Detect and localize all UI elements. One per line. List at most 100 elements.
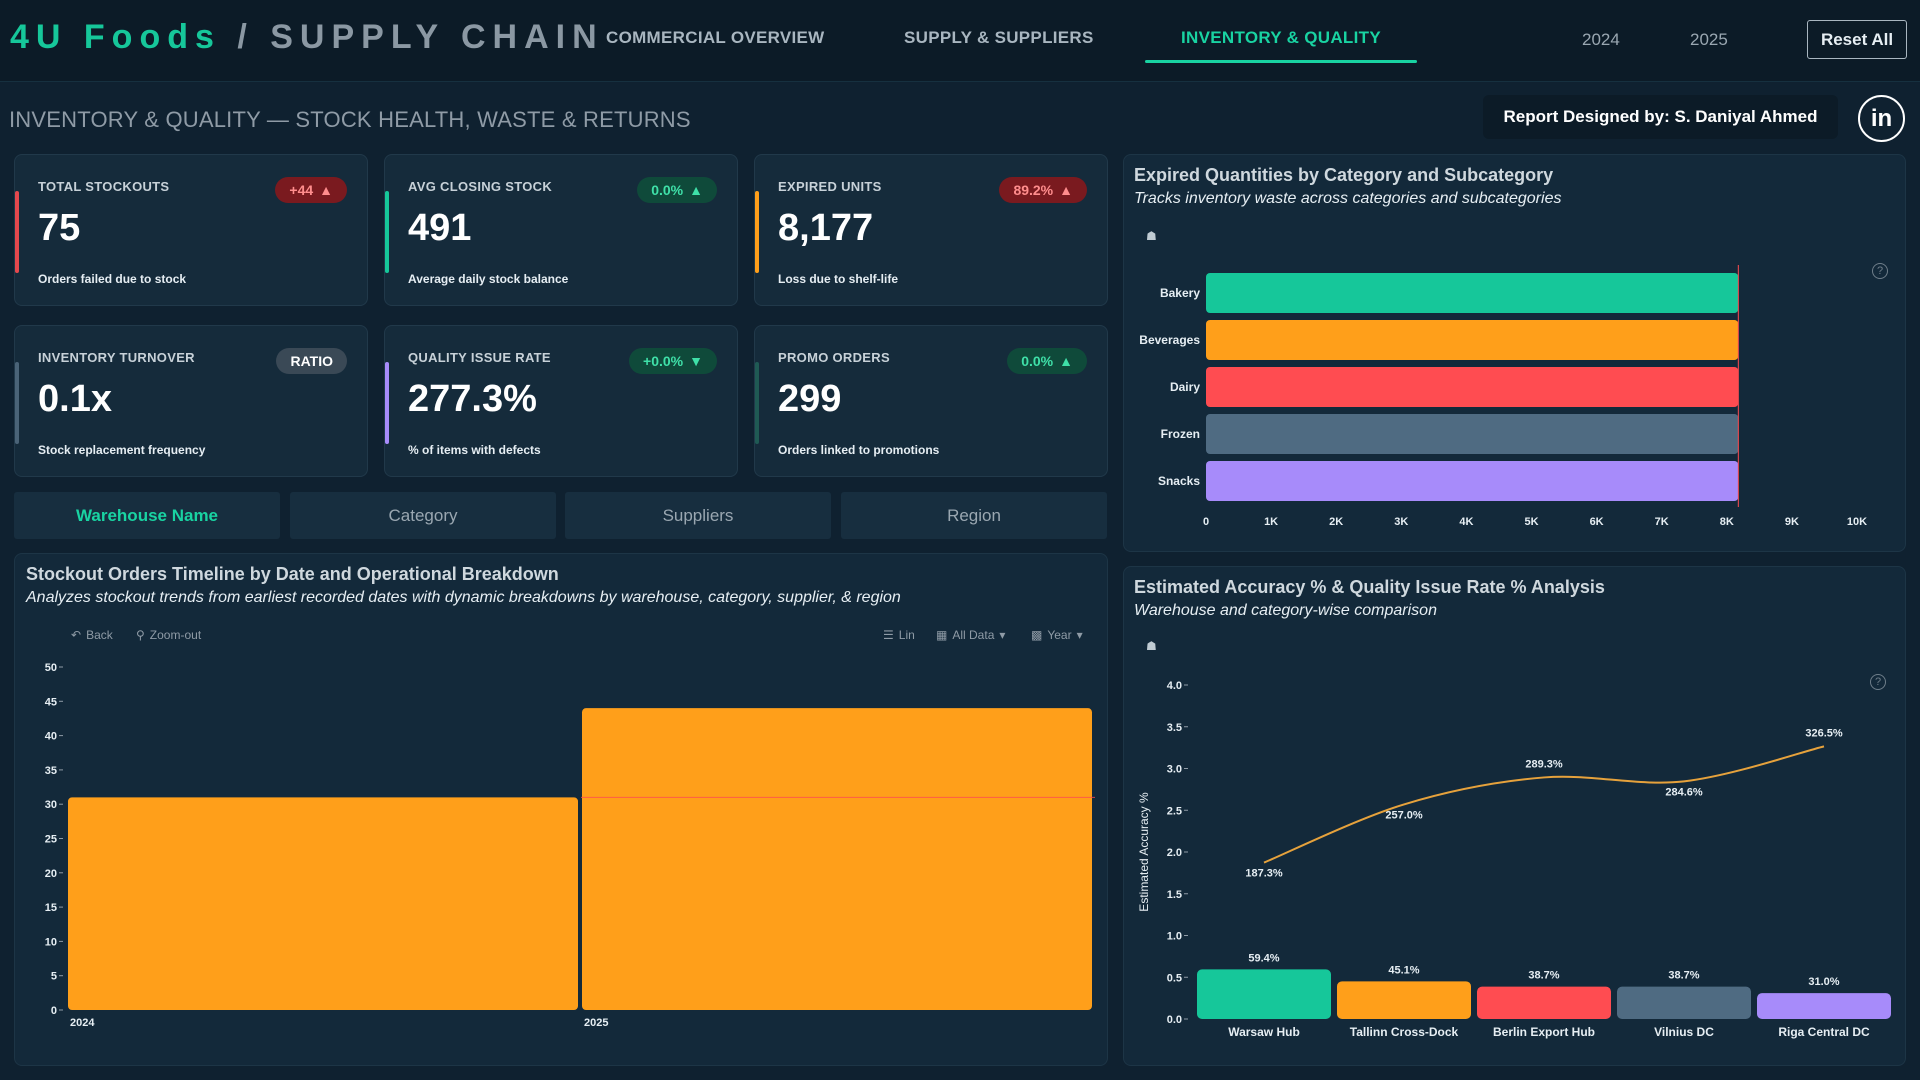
bar-snacks (1206, 461, 1739, 501)
y-tick-label: 50 (45, 662, 57, 674)
accuracy-quality-panel: Estimated Accuracy % & Quality Issue Rat… (1123, 566, 1906, 1066)
tab-commercial-overview[interactable]: COMMERCIAL OVERVIEW (606, 28, 825, 47)
lin-label: Lin (898, 628, 915, 642)
help-icon[interactable]: ? (1870, 674, 1886, 690)
badge-value: 0.0% (651, 182, 684, 198)
year-label: Year (1047, 628, 1072, 642)
zoom-out-button[interactable]: ⚲ Zoom-out (136, 628, 201, 642)
bar-data-label: 38.7% (1668, 970, 1699, 982)
active-tab-indicator (1145, 60, 1417, 63)
tab-supply-suppliers[interactable]: SUPPLY & SUPPLIERS (904, 28, 1094, 47)
bar-dairy (1206, 367, 1739, 407)
y-tick-label: 1.5 (1167, 889, 1182, 901)
filter-category[interactable]: Category (290, 492, 556, 539)
line-data-label: 187.3% (1245, 868, 1283, 880)
brand-separator: / (220, 18, 271, 56)
x-tick-label: 2K (1329, 516, 1343, 528)
kpi-change-badge: +44 ▲ (275, 177, 347, 203)
y-tick-label: 10 (45, 936, 57, 948)
y-tick-label: 0 (51, 1005, 57, 1017)
accuracy-panel-title: Estimated Accuracy % & Quality Issue Rat… (1134, 577, 1605, 597)
x-tick-label: 3K (1394, 516, 1408, 528)
kpi-value: 299 (778, 378, 842, 420)
home-icon[interactable]: ☗ (1146, 639, 1157, 653)
kpi-change-badge: RATIO (276, 348, 347, 374)
linear-scale-button[interactable]: ☰ Lin (883, 628, 915, 642)
kpi-change-badge: 0.0% ▲ (637, 177, 717, 203)
y-tick-label: 0.0 (1167, 1014, 1182, 1026)
help-icon[interactable]: ? (1872, 263, 1888, 279)
top-navigation-bar: 4U Foods / SUPPLY CHAIN COMMERCIAL OVERV… (0, 0, 1920, 82)
year-2025-button[interactable]: 2025 (1690, 30, 1728, 49)
y-tick-label: 15 (45, 902, 57, 914)
y-tick-label: 45 (45, 696, 57, 708)
filter-warehouse-name[interactable]: Warehouse Name (14, 492, 280, 539)
kpi-value: 0.1x (38, 378, 112, 420)
kpi-title: AVG CLOSING STOCK (408, 179, 553, 194)
accuracy-bar (1757, 993, 1891, 1019)
category-label: Beverages (1139, 333, 1200, 347)
y-tick-label: 30 (45, 799, 57, 811)
category-label: Snacks (1158, 474, 1200, 488)
stockout-panel-title: Stockout Orders Timeline by Date and Ope… (26, 564, 559, 584)
badge-value: RATIO (290, 353, 333, 369)
back-arrow-icon: ↶ (71, 628, 82, 642)
zoom-out-label: Zoom-out (149, 628, 202, 642)
reset-all-button[interactable]: Reset All (1807, 20, 1907, 59)
chevron-down-icon: ▾ (1076, 628, 1083, 642)
kpi-card: INVENTORY TURNOVER 0.1x Stock replacement … (14, 325, 368, 477)
accuracy-bar (1197, 969, 1331, 1019)
all-data-dropdown[interactable]: ▦ All Data ▾ (936, 628, 1005, 642)
kpi-value: 277.3% (408, 378, 537, 420)
y-tick-label: 4.0 (1167, 680, 1182, 692)
bar-data-label: 45.1% (1388, 964, 1419, 976)
brand-sub: SUPPLY CHAIN (270, 18, 604, 56)
y-tick-label: 5 (51, 971, 57, 983)
designer-credit: Report Designed by: S. Daniyal Ahmed (1483, 95, 1838, 139)
y-tick-label: 1.0 (1167, 931, 1182, 943)
list-icon: ☰ (883, 628, 894, 642)
bar-2024 (68, 797, 578, 1010)
magnifier-icon: ⚲ (136, 628, 145, 642)
arrow-up-icon: ▲ (1059, 353, 1073, 369)
y-tick-label: 25 (45, 834, 57, 846)
x-tick-label: 7K (1655, 516, 1669, 528)
badge-value: 89.2% (1013, 182, 1054, 198)
back-label: Back (86, 628, 113, 642)
expired-bar-chart: Bakery Beverages Dairy Frozen Snacks 0 1K 2K 3K 4… (1139, 265, 1867, 528)
expired-panel-subtitle: Tracks inventory waste across categories… (1134, 190, 1562, 207)
kpi-accent-bar (385, 362, 389, 444)
kpi-value: 491 (408, 207, 472, 249)
x-tick-label: 9K (1785, 516, 1799, 528)
kpi-accent-bar (755, 362, 759, 444)
page-title: INVENTORY & QUALITY — STOCK HEALTH, WAST… (9, 107, 691, 132)
filter-region[interactable]: Region (841, 492, 1107, 539)
bar-frozen (1206, 414, 1739, 454)
filter-suppliers[interactable]: Suppliers (565, 492, 831, 539)
year-granularity-dropdown[interactable]: ▩ Year ▾ (1031, 628, 1083, 642)
arrow-up-icon: ▲ (1059, 182, 1073, 198)
kpi-card: TOTAL STOCKOUTS 75 Orders failed due to st… (14, 154, 368, 306)
arrow-up-icon: ▲ (319, 182, 333, 198)
x-tick-label: 5K (1524, 516, 1538, 528)
accuracy-bar (1337, 981, 1471, 1019)
x-tick-label: 10K (1847, 516, 1867, 528)
kpi-value: 75 (38, 207, 81, 249)
kpi-card: QUALITY ISSUE RATE 277.3% % of items with … (384, 325, 738, 477)
x-tick-label: 2024 (70, 1017, 95, 1029)
kpi-title: INVENTORY TURNOVER (38, 350, 195, 365)
tab-inventory-quality[interactable]: INVENTORY & QUALITY (1181, 28, 1381, 47)
bar-bakery (1206, 273, 1739, 313)
year-2024-button[interactable]: 2024 (1582, 30, 1620, 49)
home-icon[interactable]: ☗ (1146, 229, 1157, 243)
accuracy-combo-chart: 0.0 0.5 1.0 1.5 2.0 2.5 3.0 3.5 4.0 Estimated Acc… (1137, 680, 1891, 1039)
accuracy-bar (1477, 986, 1611, 1019)
linkedin-icon[interactable]: in (1858, 95, 1905, 142)
back-button[interactable]: ↶ Back (71, 628, 113, 642)
accuracy-panel-subtitle: Warehouse and category-wise comparison (1134, 602, 1437, 619)
y-tick-label: 40 (45, 731, 57, 743)
kpi-change-badge: 0.0% ▲ (1007, 348, 1087, 374)
bar-beverages (1206, 320, 1739, 360)
category-label: Bakery (1160, 286, 1200, 300)
kpi-card: AVG CLOSING STOCK 491 Average daily stock … (384, 154, 738, 306)
